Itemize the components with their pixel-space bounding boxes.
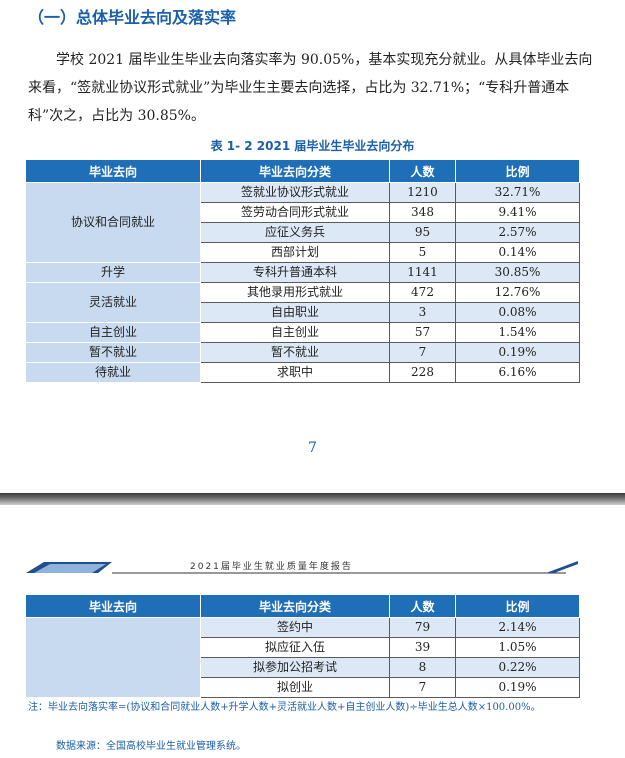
group-cell: 暂不就业 [25,342,201,363]
table-caption: 表 1- 2 2021 届毕业生毕业去向分布 [210,139,415,153]
destination-table: 毕业去向 毕业去向分类 人数 比例 协议和合同就业 签就业协议形式就业 1210… [25,159,580,383]
group-cell: 待就业 [25,362,201,383]
count-cell: 348 [389,202,456,223]
table-row: 待就业 求职中 228 6.16% [25,362,580,383]
group-cell: 协议和合同就业 [25,182,201,263]
body-paragraph: 学校 2021 届毕业生毕业去向落实率为 90.05%，基本实现充分就业。从具体… [28,52,593,124]
ratio-cell: 2.14% [455,617,580,638]
table-row: 升学 专科升普通本科 1141 30.85% [25,262,580,283]
table-row: 签约中 79 2.14% [25,617,580,698]
count-cell: 1210 [389,182,456,203]
count-cell: 3 [389,302,456,323]
ratio-cell: 2.57% [455,222,580,243]
category-cell: 拟应征入伍 [200,637,390,658]
ratio-cell: 9.41% [455,202,580,223]
count-cell: 1141 [389,262,456,283]
section-heading: （一）总体毕业去向及落实率 [28,8,237,27]
header-category: 毕业去向分类 [200,594,390,618]
header-count: 人数 [389,159,456,183]
ratio-cell: 0.08% [455,302,580,323]
page-divider [0,493,625,505]
page-number: 7 [308,440,317,456]
table-row: 灵活就业 其他录用形式就业 472 12.76% [25,282,580,323]
destination-table-continued: 毕业去向 毕业去向分类 人数 比例 签约中 79 2.14% 拟应征入伍 39 … [25,594,580,698]
header-ratio: 比例 [455,594,580,618]
category-cell: 自由职业 [200,302,390,323]
count-cell: 39 [389,637,456,658]
group-cell: 灵活就业 [25,282,201,323]
group-cell: 升学 [25,262,201,283]
ratio-cell: 32.71% [455,182,580,203]
ratio-cell: 0.19% [455,342,580,363]
table-row: 协议和合同就业 签就业协议形式就业 1210 32.71% [25,182,580,263]
count-cell: 8 [389,657,456,678]
table-header-row: 毕业去向 毕业去向分类 人数 比例 [25,594,580,618]
count-cell: 7 [389,677,456,698]
running-header: 2021届毕业生就业质量年度报告 [190,562,353,572]
category-cell: 其他录用形式就业 [200,282,390,303]
group-cell: 自主创业 [25,322,201,343]
header-direction: 毕业去向 [25,594,201,618]
table-row: 暂不就业 暂不就业 7 0.19% [25,342,580,363]
count-cell: 79 [389,617,456,638]
category-cell: 求职中 [200,362,390,383]
category-cell: 签劳动合同形式就业 [200,202,390,223]
ratio-cell: 0.22% [455,657,580,678]
ratio-cell: 1.05% [455,637,580,658]
category-cell: 签约中 [200,617,390,638]
table-row: 自主创业 自主创业 57 1.54% [25,322,580,343]
category-cell: 拟参加公招考试 [200,657,390,678]
table-row: 拟参加公招考试 8 0.22% [26,657,580,678]
table-row: 自由职业 3 0.08% [26,302,580,323]
category-cell: 自主创业 [200,322,390,343]
table-row: 签劳动合同形式就业 348 9.41% [26,202,580,223]
count-cell: 472 [389,282,456,303]
count-cell: 57 [389,322,456,343]
table-header-row: 毕业去向 毕业去向分类 人数 比例 [25,159,580,183]
header-ratio: 比例 [455,159,580,183]
table-note: 注：毕业去向落实率=(协议和合同就业人数+升学人数+灵活就业人数+自主创业人数)… [28,702,541,713]
count-cell: 95 [389,222,456,243]
table-row: 拟应征入伍 39 1.05% [26,637,580,658]
header-count: 人数 [389,594,456,618]
table-row: 拟创业 7 0.19% [26,677,580,698]
ratio-cell: 0.19% [455,677,580,698]
category-cell: 专科升普通本科 [200,262,390,283]
count-cell: 7 [389,342,456,363]
header-direction: 毕业去向 [25,159,201,183]
ratio-cell: 30.85% [455,262,580,283]
ratio-cell: 12.76% [455,282,580,303]
ratio-cell: 6.16% [455,362,580,383]
ratio-cell: 0.14% [455,242,580,263]
category-cell: 签就业协议形式就业 [200,182,390,203]
header-category: 毕业去向分类 [200,159,390,183]
category-cell: 应征义务兵 [200,222,390,243]
category-cell: 西部计划 [200,242,390,263]
table-row: 应征义务兵 95 2.57% [26,222,580,243]
group-cell [25,617,201,698]
category-cell: 暂不就业 [200,342,390,363]
ratio-cell: 1.54% [455,322,580,343]
category-cell: 拟创业 [200,677,390,698]
data-source: 数据来源：全国高校毕业生就业管理系统。 [56,741,246,752]
count-cell: 5 [389,242,456,263]
running-header-band [26,561,578,574]
count-cell: 228 [389,362,456,383]
